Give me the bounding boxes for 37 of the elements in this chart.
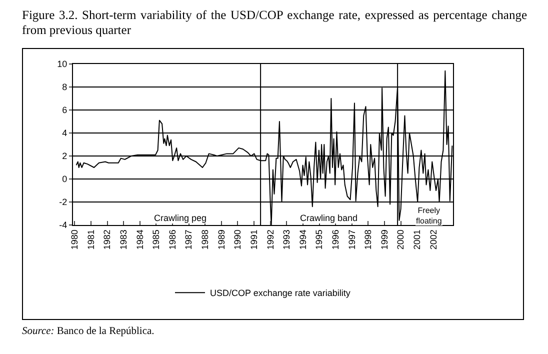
- x-tick-label: 1980: [70, 230, 80, 250]
- x-tick-label: 2002: [428, 230, 438, 250]
- legend-label: USD/COP exchange rate variability: [210, 288, 351, 298]
- annotation: Freely floating: [416, 206, 442, 226]
- y-tick-label: 8: [62, 82, 68, 92]
- x-tick-label: 1992: [265, 230, 276, 250]
- source-note: Source: Banco de la República.: [22, 326, 154, 337]
- y-tick-label: 6: [62, 105, 68, 116]
- chart-title: Figure 3.2. Short-term variability of the USD/COP exchange rate, expressed as percentage change from previous quarter: [22, 8, 527, 38]
- annotation: Crawling band: [300, 213, 358, 223]
- x-tick-label: 1997: [346, 230, 357, 250]
- x-tick-label: 1998: [363, 230, 374, 250]
- x-tick-label: 1984: [134, 230, 145, 250]
- x-tick-label: 1996: [330, 230, 341, 250]
- x-tick-label: 1993: [282, 230, 292, 250]
- y-tick-label: 0: [62, 174, 68, 184]
- x-tick-label: 1990: [232, 230, 243, 250]
- x-tick-label: 2001: [412, 230, 422, 250]
- y-tick-label: -2: [59, 197, 68, 208]
- y-tick-label: -4: [59, 220, 68, 230]
- x-tick-label: 2000: [396, 230, 406, 250]
- x-tick-label: 1981: [86, 230, 96, 250]
- x-tick-label: 1994: [298, 230, 308, 250]
- annotation: Crawling peg: [154, 213, 207, 223]
- y-tick-label: 4: [62, 128, 68, 138]
- x-tick-label: 1995: [314, 230, 324, 250]
- y-tick-label: 2: [62, 151, 68, 162]
- x-tick-label: 1999: [379, 230, 390, 250]
- x-tick-label: 1986: [167, 230, 178, 250]
- y-tick-label: 10: [57, 59, 68, 70]
- x-tick-label: 1991: [248, 230, 259, 250]
- x-tick-label: 1989: [216, 230, 226, 250]
- x-tick-label: 1983: [118, 230, 128, 250]
- x-tick-label: 1988: [200, 230, 210, 250]
- x-tick-label: 1987: [184, 230, 194, 250]
- x-tick-label: 1982: [102, 230, 112, 250]
- x-tick-label: 1985: [151, 230, 162, 250]
